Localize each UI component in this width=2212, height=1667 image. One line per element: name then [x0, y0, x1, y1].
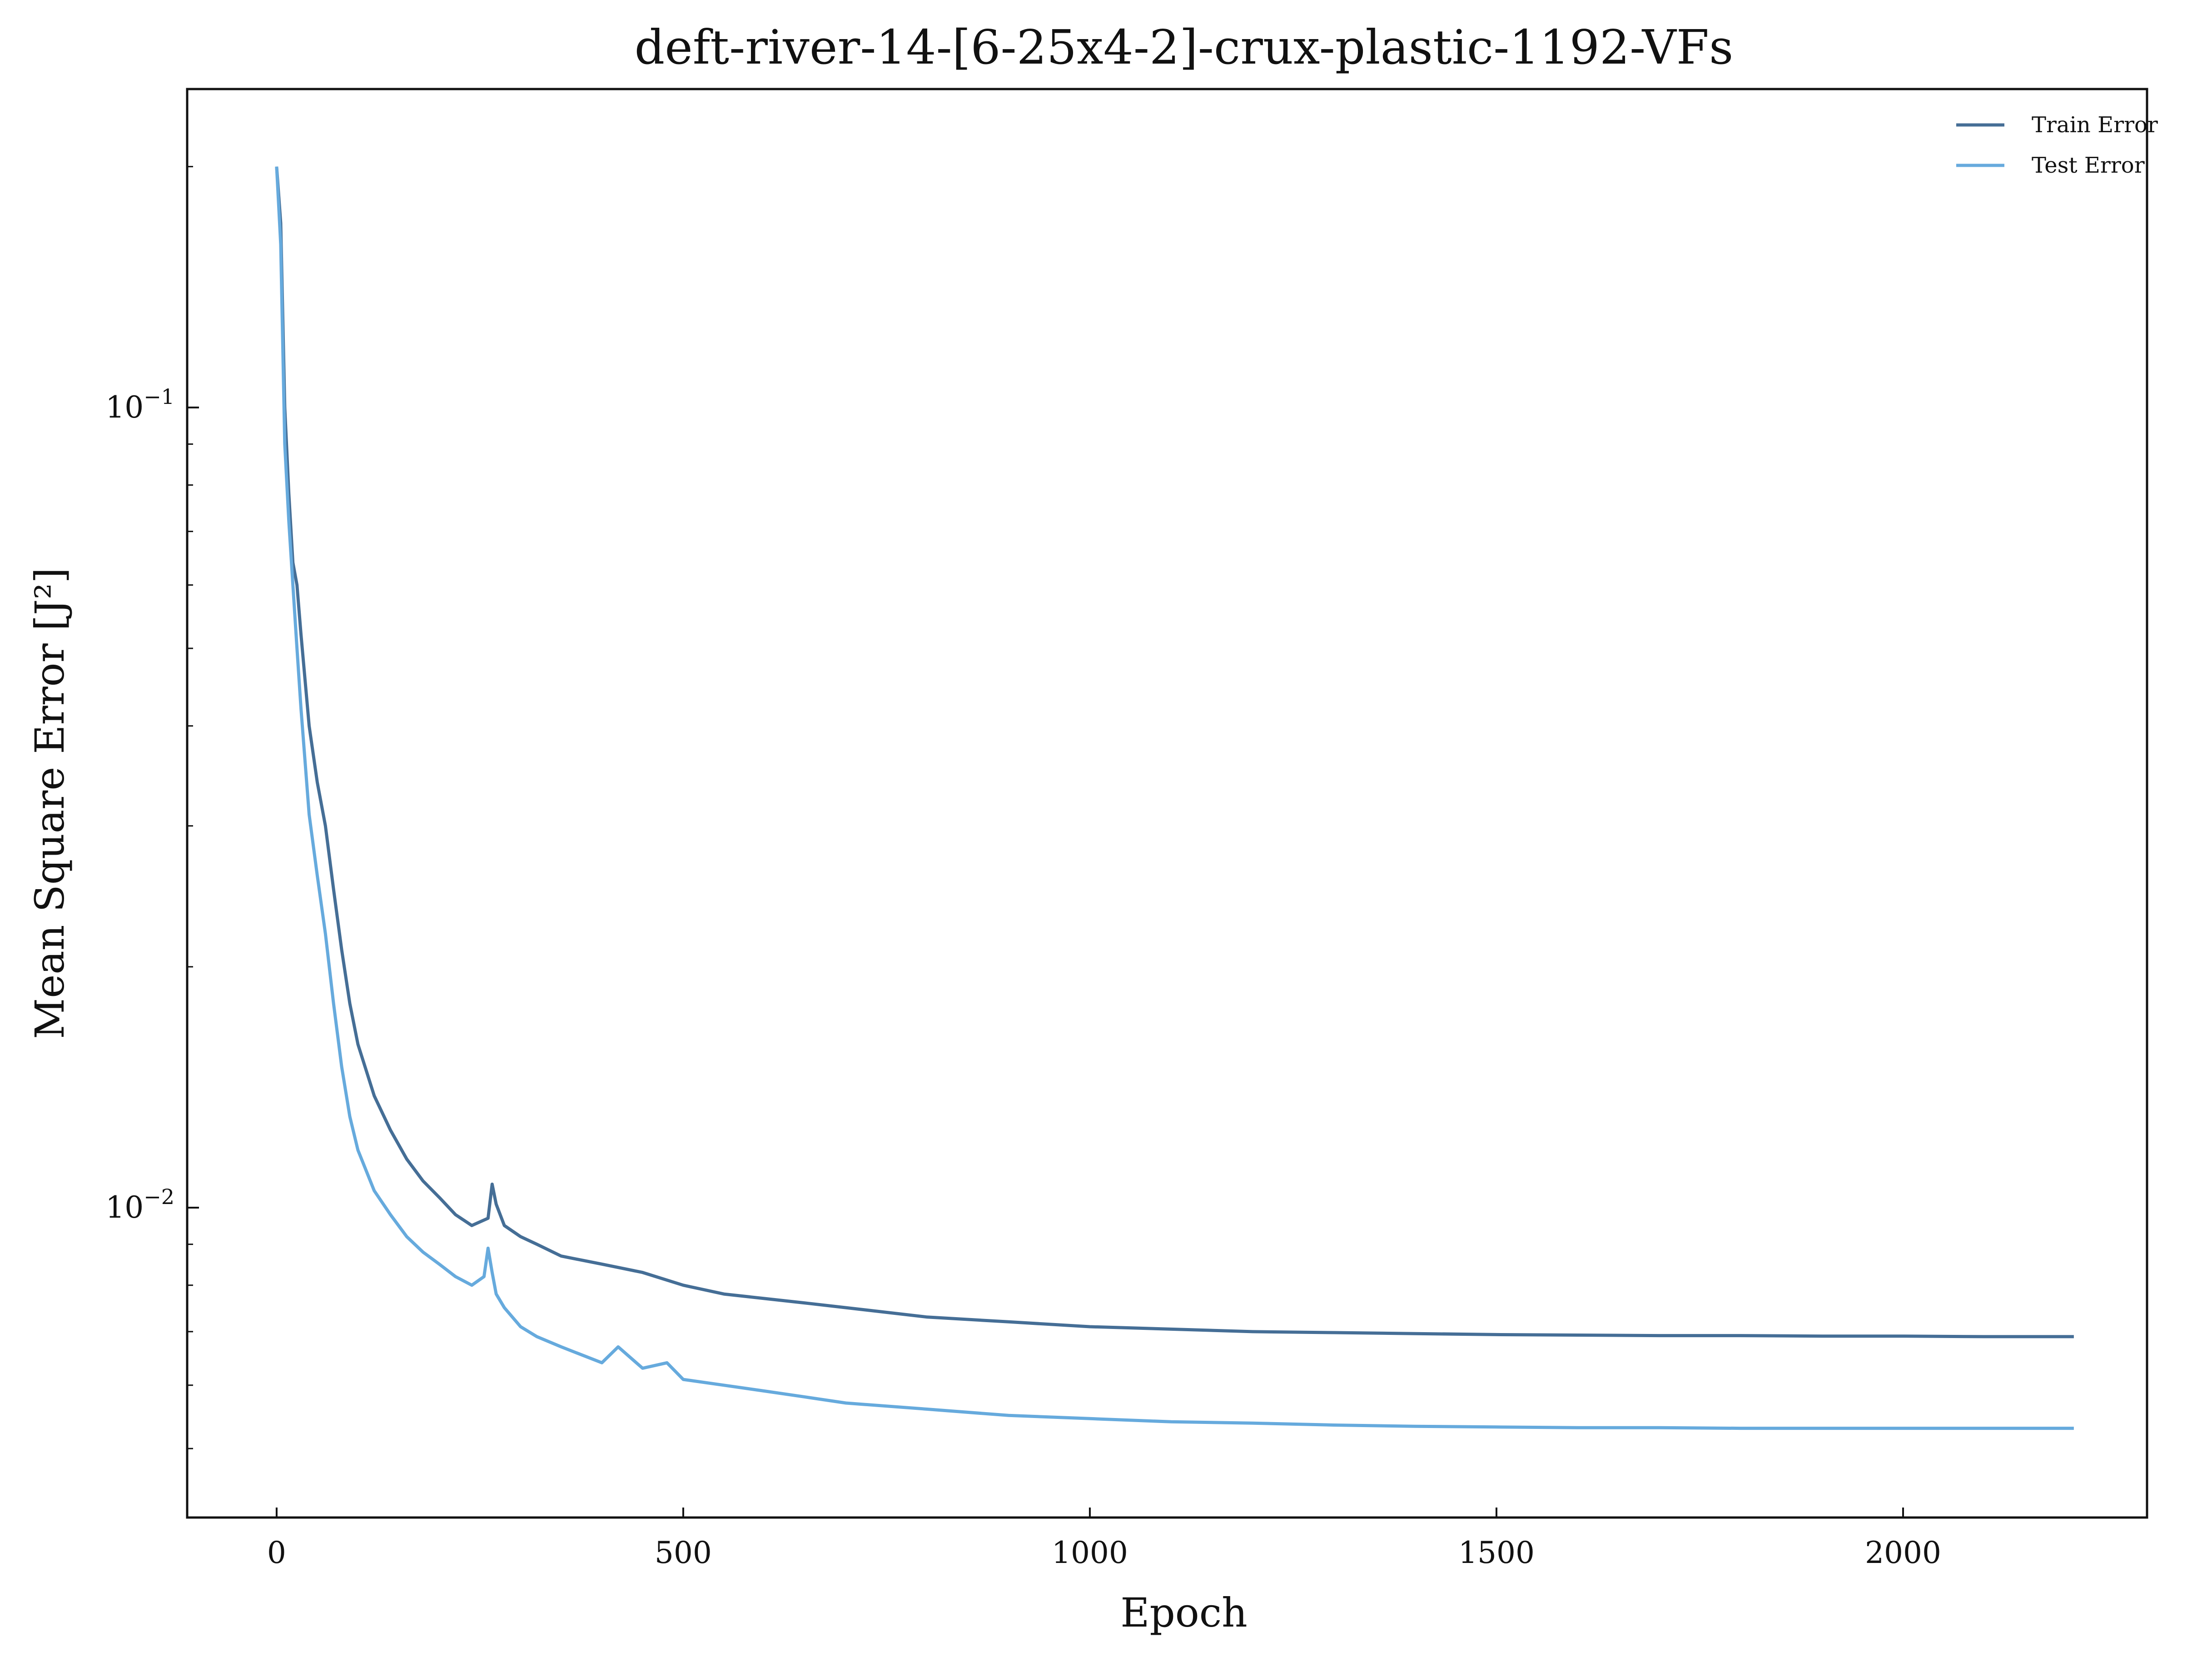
y-axis-ticks: 10−110−2: [105, 166, 199, 1449]
x-tick-label: 1500: [1458, 1535, 1535, 1570]
chart-title: deft-river-14-[6-25x4-2]-crux-plastic-11…: [635, 20, 1734, 75]
plot-frame: [186, 88, 2148, 1519]
x-tick-label: 2000: [1865, 1535, 1941, 1570]
series-line-test-error: [275, 166, 2074, 1430]
y-tick-label: 10−2: [105, 1184, 174, 1225]
legend-label-train-error: Train Error: [2032, 112, 2158, 138]
series-line-train-error: [275, 166, 2074, 1339]
legend: Train Error Test Error: [1956, 112, 2158, 178]
x-tick-label: 500: [655, 1535, 712, 1570]
y-axis-label: Mean Square Error [J²]: [26, 567, 73, 1039]
series-layer: [275, 166, 2074, 1430]
legend-label-test-error: Test Error: [2032, 153, 2145, 178]
x-axis-ticks: 0 500 1000 1500 2000: [267, 1508, 1941, 1570]
x-tick-label: 1000: [1052, 1535, 1128, 1570]
x-tick-label: 0: [267, 1535, 286, 1570]
x-axis-label: Epoch: [1120, 1589, 1248, 1636]
